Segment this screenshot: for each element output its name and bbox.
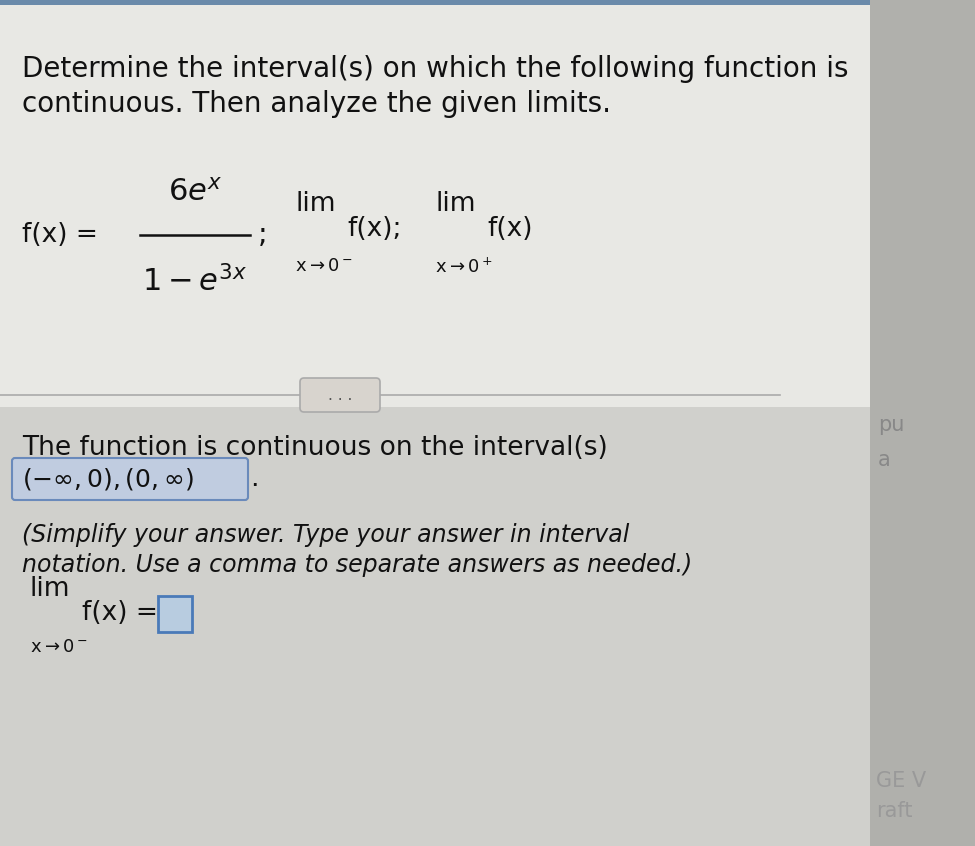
Text: f(x);: f(x); [347, 216, 402, 242]
Text: .: . [250, 466, 258, 492]
Text: x$\to$0$^-$: x$\to$0$^-$ [30, 638, 88, 656]
Text: f(x) =: f(x) = [22, 222, 98, 248]
Text: (Simplify your answer. Type your answer in interval: (Simplify your answer. Type your answer … [22, 523, 630, 547]
Text: The function is continuous on the interval(s): The function is continuous on the interv… [22, 435, 607, 461]
Text: ;: ; [258, 221, 268, 249]
Text: $1 - e^{3x}$: $1 - e^{3x}$ [142, 265, 248, 298]
Text: GE V: GE V [876, 771, 926, 791]
FancyBboxPatch shape [12, 458, 248, 500]
FancyBboxPatch shape [300, 378, 380, 412]
Text: a: a [878, 450, 891, 470]
Text: $(-\infty,0),(0,\infty)$: $(-\infty,0),(0,\infty)$ [22, 466, 194, 492]
Text: x$\to$0$^+$: x$\to$0$^+$ [435, 257, 493, 277]
Text: raft: raft [876, 801, 913, 821]
FancyBboxPatch shape [870, 0, 975, 846]
Text: pu: pu [878, 415, 905, 435]
Text: lim: lim [295, 191, 335, 217]
FancyBboxPatch shape [0, 5, 870, 846]
Text: lim: lim [30, 576, 70, 602]
Text: notation. Use a comma to separate answers as needed.): notation. Use a comma to separate answer… [22, 553, 692, 577]
Text: $6e^x$: $6e^x$ [168, 178, 222, 207]
Text: lim: lim [435, 191, 476, 217]
Text: . . .: . . . [328, 387, 352, 403]
Text: f(x): f(x) [487, 216, 532, 242]
FancyBboxPatch shape [0, 0, 975, 30]
FancyBboxPatch shape [0, 407, 870, 846]
Text: f(x) =: f(x) = [82, 600, 158, 626]
Text: continuous. Then analyze the given limits.: continuous. Then analyze the given limit… [22, 90, 611, 118]
FancyBboxPatch shape [158, 596, 192, 632]
Text: Determine the interval(s) on which the following function is: Determine the interval(s) on which the f… [22, 55, 848, 83]
Text: x$\to$0$^-$: x$\to$0$^-$ [295, 257, 353, 275]
